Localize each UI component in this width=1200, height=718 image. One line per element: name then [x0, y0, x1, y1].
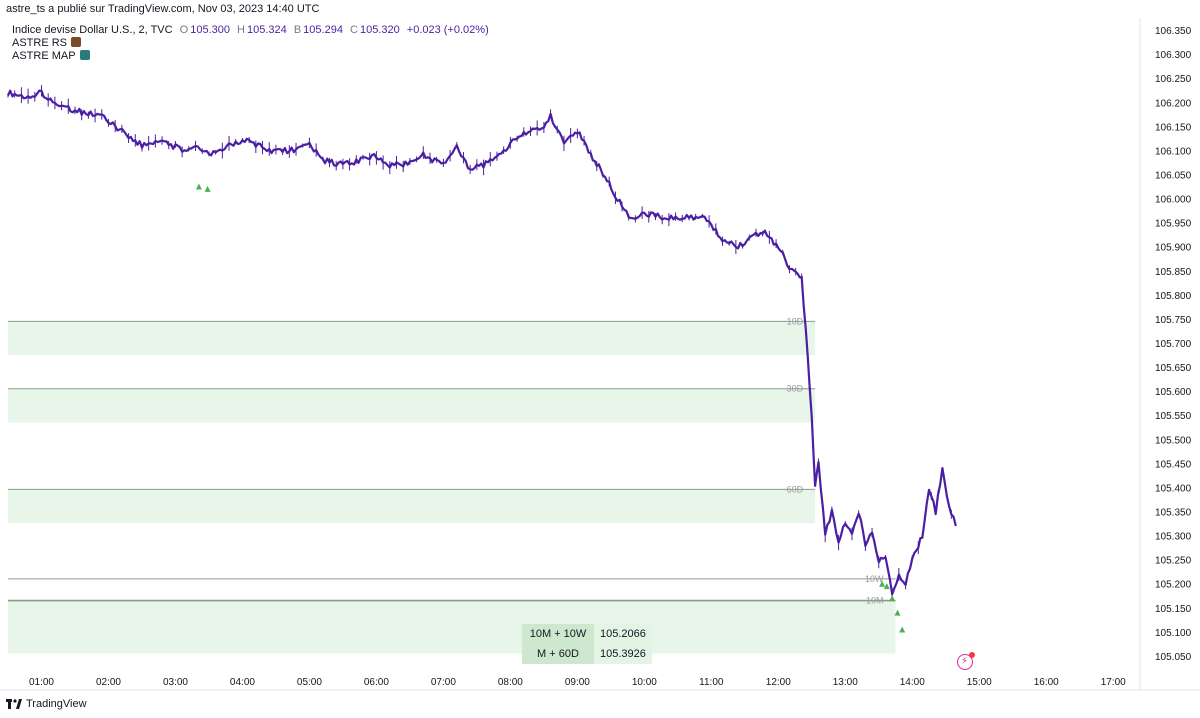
price-tick-label: 105.500: [1155, 435, 1192, 446]
low-label: B: [293, 24, 302, 36]
zone-label: 10M: [866, 596, 884, 606]
time-tick-label: 09:00: [565, 677, 590, 688]
price-tick-label: 105.150: [1155, 604, 1192, 615]
time-tick-label: 17:00: [1101, 677, 1126, 688]
signal-arrow-icon: [195, 183, 202, 190]
signal-arrow-icon: [204, 185, 211, 192]
zone-fill: [8, 600, 896, 654]
symbol-name[interactable]: Indice devise Dollar U.S., 2, TVC: [12, 24, 173, 36]
price-tick-label: 105.450: [1155, 459, 1192, 470]
time-tick-label: 05:00: [297, 677, 322, 688]
indicator-row-map[interactable]: ASTRE MAP: [12, 50, 489, 63]
price-tick-label: 105.700: [1155, 339, 1192, 350]
price-tick-label: 105.200: [1155, 580, 1192, 591]
time-tick-label: 03:00: [163, 677, 188, 688]
close-value: 105.320: [359, 24, 400, 36]
zone-label: 10D: [787, 316, 804, 326]
level-key: 10M + 10W: [522, 624, 594, 644]
price-tick-label: 105.050: [1155, 652, 1192, 663]
level-value: 105.3926: [594, 644, 652, 664]
price-tick-label: 105.750: [1155, 315, 1192, 326]
change-value: +0.023 (+0.02%): [406, 24, 489, 36]
zone-label: 10W: [865, 574, 884, 584]
time-tick-label: 15:00: [967, 677, 992, 688]
signal-arrow-icon: [899, 626, 906, 633]
table-row: M + 60D 105.3926: [522, 644, 652, 664]
signal-arrow-icon: [889, 595, 896, 602]
low-value: 105.294: [303, 24, 343, 36]
indicator-badge-icon: [71, 37, 82, 47]
price-tick-label: 106.000: [1155, 195, 1192, 206]
indicator-row-rs[interactable]: ASTRE RS: [12, 37, 489, 50]
time-tick-label: 12:00: [766, 677, 791, 688]
price-tick-label: 106.250: [1155, 74, 1192, 85]
brand-name: TradingView: [26, 698, 87, 710]
high-value: 105.324: [247, 24, 287, 36]
open-label: O: [179, 24, 189, 36]
price-tick-label: 105.900: [1155, 243, 1192, 254]
flash-icon[interactable]: ⚡: [957, 652, 975, 670]
price-tick-label: 106.050: [1155, 170, 1192, 181]
ohlc-row: Indice devise Dollar U.S., 2, TVC O 105.3…: [12, 24, 489, 37]
price-tick-label: 105.400: [1155, 483, 1192, 494]
level-value: 105.2066: [594, 624, 652, 644]
time-tick-label: 04:00: [230, 677, 255, 688]
zone-label: 60D: [787, 484, 804, 494]
footer-brand[interactable]: TradingView: [6, 698, 87, 710]
table-row: 10M + 10W 105.2066: [522, 624, 652, 644]
price-tick-label: 106.150: [1155, 122, 1192, 133]
zone-fill: [8, 388, 816, 423]
time-tick-label: 01:00: [29, 677, 54, 688]
price-tick-label: 106.100: [1155, 146, 1192, 157]
open-value: 105.300: [190, 24, 230, 36]
zone-label: 30D: [787, 384, 804, 394]
indicator-name: ASTRE RS: [12, 37, 68, 49]
publisher-line: astre_ts a publié sur TradingView.com, N…: [6, 3, 320, 15]
level-key: M + 60D: [522, 644, 594, 664]
zone-fill: [8, 489, 816, 524]
time-tick-label: 08:00: [498, 677, 523, 688]
price-tick-label: 105.550: [1155, 411, 1192, 422]
signal-arrow-icon: [894, 609, 901, 616]
time-tick-label: 14:00: [900, 677, 925, 688]
level-info-table: 10M + 10W 105.2066 M + 60D 105.3926: [522, 624, 652, 664]
indicator-name: ASTRE MAP: [12, 50, 76, 62]
price-tick-label: 105.800: [1155, 291, 1192, 302]
high-label: H: [237, 24, 245, 36]
price-tick-label: 106.350: [1155, 26, 1192, 37]
price-tick-label: 106.300: [1155, 50, 1192, 61]
zone-fill: [8, 321, 816, 356]
tradingview-logo-icon: [6, 699, 22, 709]
signal-arrow-icon: [883, 583, 890, 590]
time-tick-label: 06:00: [364, 677, 389, 688]
price-tick-label: 105.950: [1155, 219, 1192, 230]
price-series-line: [7, 89, 957, 596]
price-tick-label: 106.200: [1155, 98, 1192, 109]
time-tick-label: 13:00: [833, 677, 858, 688]
price-tick-label: 105.600: [1155, 387, 1192, 398]
price-tick-label: 105.350: [1155, 508, 1192, 519]
chart-legend: Indice devise Dollar U.S., 2, TVC O 105.3…: [12, 24, 489, 63]
price-tick-label: 105.650: [1155, 363, 1192, 374]
time-tick-label: 02:00: [96, 677, 121, 688]
signal-arrow-icon: [879, 580, 886, 587]
price-tick-label: 105.100: [1155, 628, 1192, 639]
price-tick-label: 105.300: [1155, 532, 1192, 543]
close-label: C: [350, 24, 358, 36]
time-tick-label: 11:00: [699, 677, 724, 688]
indicator-badge-icon: [79, 50, 90, 60]
time-tick-label: 10:00: [632, 677, 657, 688]
time-tick-label: 16:00: [1034, 677, 1059, 688]
price-tick-label: 105.250: [1155, 556, 1192, 567]
time-tick-label: 07:00: [431, 677, 456, 688]
price-tick-label: 105.850: [1155, 267, 1192, 278]
